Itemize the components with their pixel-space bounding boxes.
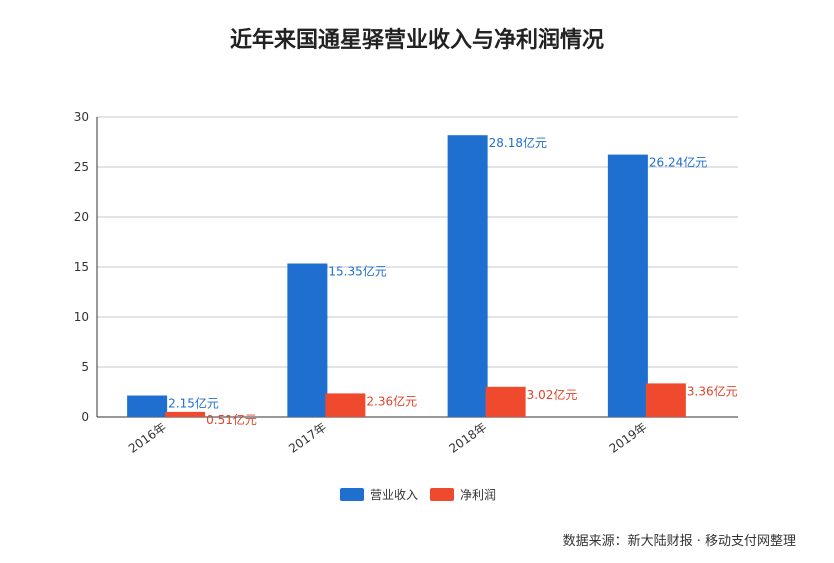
data-label: 26.24亿元 (649, 155, 707, 170)
bar-revenue (287, 263, 328, 417)
legend-swatch (340, 488, 364, 501)
chart-title: 近年来国通星驿营业收入与净利润情况 (229, 28, 604, 53)
bar-revenue (607, 154, 648, 417)
data-label: 2.36亿元 (366, 393, 417, 408)
x-tick-label: 2019年 (607, 420, 650, 456)
y-tick-label: 15 (74, 260, 89, 274)
bar-net-profit (645, 383, 686, 417)
data-label: 0.51亿元 (206, 412, 257, 427)
y-tick-label: 10 (74, 310, 89, 324)
y-tick-label: 5 (81, 360, 89, 374)
bar-net-profit (325, 393, 366, 417)
bar-net-profit (485, 386, 526, 417)
bar-revenue (127, 395, 168, 417)
legend-swatch (430, 488, 454, 501)
x-tick-label: 2016年 (126, 420, 169, 456)
data-label: 3.36亿元 (687, 383, 738, 398)
x-tick-label: 2017年 (286, 420, 329, 456)
bar-revenue (447, 135, 488, 417)
y-tick-label: 30 (74, 110, 89, 124)
legend-label: 净利润 (460, 488, 496, 502)
y-tick-label: 25 (74, 160, 89, 174)
y-tick-label: 20 (74, 210, 89, 224)
legend-label: 营业收入 (370, 488, 418, 502)
y-tick-label: 0 (81, 410, 89, 424)
bar-net-profit (165, 411, 206, 417)
data-source-note: 数据来源：新大陆财报 · 移动支付网整理 (562, 534, 796, 549)
data-label: 2.15亿元 (168, 396, 219, 411)
data-label: 15.35亿元 (328, 264, 386, 279)
data-label: 28.18亿元 (489, 135, 547, 150)
data-label: 3.02亿元 (527, 387, 578, 402)
x-tick-label: 2018年 (446, 420, 489, 456)
